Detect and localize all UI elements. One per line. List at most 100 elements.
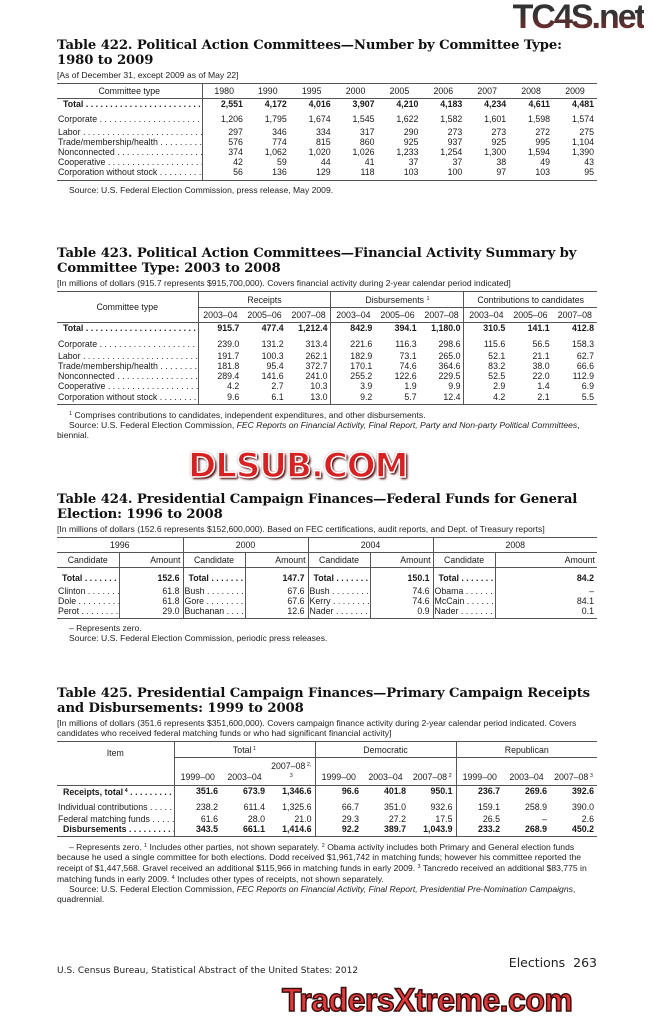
table-row: Cooperative 4.2 2.710.3 3.9 1.99.9 2.9 1.4 6.9 [57,381,597,392]
table-cell: 9.9 [419,381,465,392]
table-cell: 915.7 [217,323,240,334]
column-header: 2008 [509,83,553,100]
table-cell: 181.8 [217,361,240,372]
footnote-mark: 3 [417,864,421,871]
table-cell: 103 [535,167,550,178]
table-cell: 815 [315,136,331,147]
table-cell: 59 [276,157,287,168]
table-cell: 3.9 [360,381,373,392]
candidate-name: Obama [433,585,496,596]
candidate-name-text: Clinton [58,585,86,596]
table-cell: 9.2 [360,391,373,402]
table-row: Corporate 1,206 1,795 1,674 1,545 1,622 1,582 1… [57,109,597,127]
table-cell: 4,611 [528,99,550,110]
candidate-header: Candidate [183,552,246,569]
table-cell: 343.5 [195,824,218,835]
watermark-logo: TradersXtreme.com [281,981,573,1019]
table-cell: 1,212.4 [286,322,332,334]
table-cell: 17.5 [409,814,457,825]
amount-cell: 147.7 [245,567,309,586]
row-label-text: Cooperative [58,381,106,392]
data-table: Committee type 1980 1990 1995 2000 2005 2006 2… [57,83,597,181]
table-row: Total 2,551 4,172 4,016 3,907 4,210 4,183 4,234… [57,98,597,110]
table-cell: 95.4 [266,361,284,372]
table-cell: 273 [447,126,463,137]
table-cell: 661.1 [242,824,265,835]
column-label: 2003–04 [336,310,371,321]
amount-header: Amount [495,552,597,569]
table-cell: 268.9 [524,824,547,835]
table-cell: 1,180.0 [419,322,465,334]
source-note: Source: U.S. Federal Election Commission… [69,633,328,644]
table-cell: 1,325.6 [268,796,316,815]
table-cell: 21.0 [268,814,316,825]
table-cell: 2.9 [493,381,506,392]
table-row: Individual contributions 238.2 611.41,325.… [57,796,597,815]
table-cell: 1,346.6 [268,785,316,797]
candidate-header: Candidate [308,552,371,569]
table-cell: 6.1 [271,391,284,402]
row-label: Individual contributions [57,796,175,815]
year-header: 2000 [183,537,309,554]
row-label-text: Corporate [58,338,98,349]
row-label-text: Corporation without stock [58,391,158,402]
column-header: 2003–04 [330,307,376,324]
footnote-text: Includes other parties, not shown separa… [147,842,322,853]
column-label: 1999–00 [180,772,215,783]
amount-cell: 84.1 [576,595,594,606]
candidate-name-text: Total [62,573,83,584]
source-prefix: Source: U.S. Federal Election Commission… [69,884,237,895]
column-label: 1995 [301,86,322,96]
row-label: Federal matching funds [57,814,175,825]
table-cell: 4,210 [396,99,419,110]
table-cell: 1,545 [352,114,375,125]
row-label-text: Labor [58,126,81,137]
year-header: 2004 [308,537,434,554]
column-label: 2005 [389,86,410,96]
table-cell: 346 [272,126,287,137]
table-cell: 1,026 [352,147,375,158]
table-cell: 159.1 [477,801,500,812]
year-header: 2008 [433,537,597,554]
table-cell: – [542,814,547,825]
table-row: Nonconnected 374 1,062 1,020 1,026 1,233 1,254… [57,147,597,158]
table-cell: 275 [579,126,594,137]
table-cell: 576 [228,136,243,147]
table-cell: 390.0 [571,801,594,812]
table-cell: 4,016 [308,99,331,110]
table-cell: 372.7 [286,361,332,372]
table-cell: 241.0 [286,371,332,382]
candidate-header: Candidate [433,552,496,569]
table-cell: 351.6 [195,786,218,797]
page-number: 263 [573,955,597,970]
candidate-name-text: Dole [58,595,77,606]
row-label-text: Labor [58,350,81,361]
table-cell: 1,206 [220,114,243,125]
table-cell: 170.1 [350,361,373,372]
group-label: Disbursements [365,295,425,305]
row-label: Cooperative [57,381,199,392]
row-label: Trade/membership/health [57,361,199,372]
table-cell: 351.0 [383,801,406,812]
table-row: Receipts, total 4 351.6 673.91,346.6 96.6 40… [57,785,597,797]
column-header: 2005–06 [508,307,553,324]
table-cell: 73.1 [399,350,417,361]
table-cell: 5.7 [404,391,417,402]
source-prefix: Source: U.S. Federal Election Commission… [69,419,237,430]
table-cell: 334 [315,126,331,137]
column-label: 2006 [433,86,454,96]
amount-cell: – [589,585,594,596]
table-cell: 131.2 [261,338,284,349]
table-row: Cooperative 42 59 44 41 37 37 38 49 43 [57,157,597,168]
candidate-name-text: Bush [184,585,205,596]
row-label-text: Nonconnected [58,147,115,158]
table-row: Disbursements 343.5 661.11,414.6 92.2 389.71… [57,824,597,837]
stub-header: Committee type [57,83,203,100]
table-row: Perot29.0Buchanan12.6Nader0.9Nader0.1 [57,606,597,619]
source-title: FEC Reports on Financial Activity, Final… [236,419,578,430]
source-suffix: , biennial. [57,419,580,440]
table-424: Table 424. Presidential Campaign Finance… [57,492,597,643]
